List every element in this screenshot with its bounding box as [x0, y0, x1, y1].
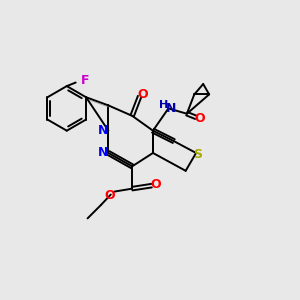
- Text: H: H: [159, 100, 169, 110]
- Text: N: N: [98, 146, 108, 160]
- Text: S: S: [193, 148, 202, 161]
- Text: O: O: [194, 112, 205, 125]
- Text: N: N: [166, 102, 176, 115]
- Text: O: O: [151, 178, 161, 191]
- Text: O: O: [138, 88, 148, 100]
- Text: N: N: [98, 124, 108, 137]
- Text: O: O: [104, 189, 115, 202]
- Text: F: F: [81, 74, 89, 87]
